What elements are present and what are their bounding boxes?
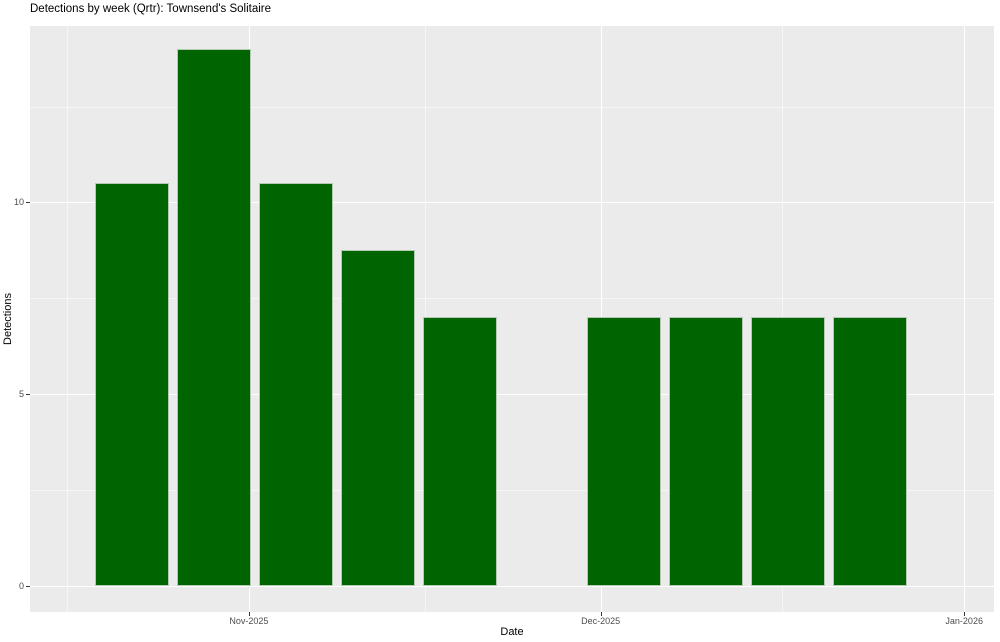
- gridline-minor-h: [30, 490, 994, 492]
- plot-panel: [30, 26, 994, 612]
- gridline-minor-h: [30, 298, 994, 300]
- gridline-major-h: [30, 585, 994, 587]
- bar: [833, 317, 908, 586]
- y-axis-title-text: Detections: [2, 293, 15, 345]
- chart-title: Detections by week (Qrtr): Townsend's So…: [30, 3, 272, 15]
- bar: [587, 317, 662, 586]
- gridline-minor-v: [67, 26, 69, 612]
- bar: [751, 317, 826, 586]
- gridline-major-v: [964, 26, 966, 612]
- x-tick-label: Nov-2025: [229, 616, 269, 626]
- bar: [423, 317, 497, 586]
- bar: [94, 183, 169, 586]
- y-tick-mark: [26, 202, 30, 204]
- bar: [340, 250, 415, 586]
- gridline-major-h: [30, 202, 994, 204]
- x-tick-mark: [248, 612, 250, 616]
- x-axis-title: Date: [500, 626, 524, 638]
- gridline-major-h: [30, 394, 994, 396]
- x-tick-label: Jan-2026: [945, 616, 983, 626]
- x-tick-label: Dec-2025: [581, 616, 621, 626]
- y-tick-label: 10: [13, 197, 24, 208]
- y-tick-mark: [26, 585, 30, 587]
- bar: [176, 49, 251, 586]
- y-axis-title: Detections: [0, 26, 16, 612]
- gridline-minor-h: [30, 106, 994, 108]
- bar: [258, 183, 333, 586]
- x-tick-mark: [600, 612, 602, 616]
- x-tick-mark: [964, 612, 966, 616]
- y-tick-label: 5: [18, 389, 24, 400]
- y-tick-mark: [26, 394, 30, 396]
- bar: [669, 317, 744, 586]
- y-tick-label: 0: [18, 580, 24, 591]
